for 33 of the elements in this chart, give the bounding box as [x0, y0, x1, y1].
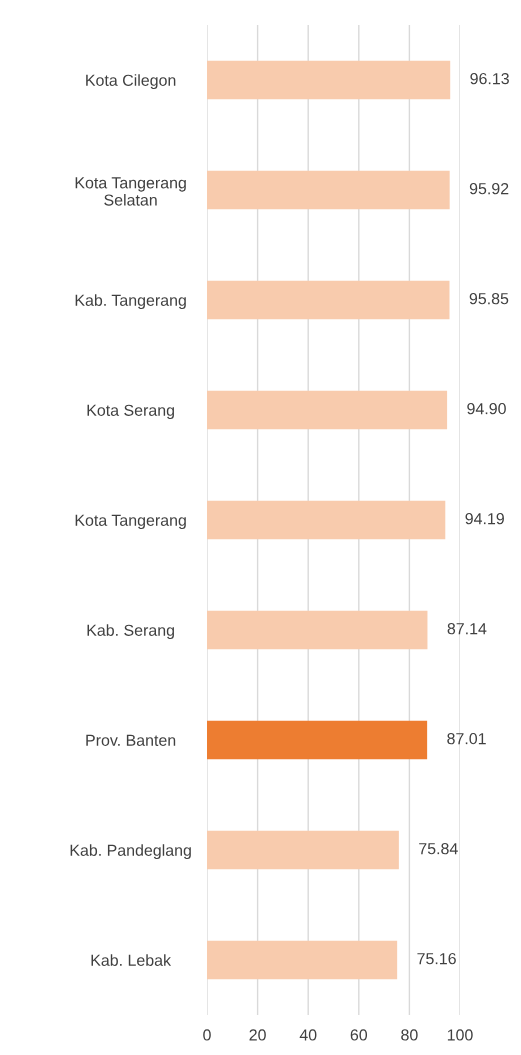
y-tick-label: Kota Tangerang [75, 514, 186, 530]
y-tick-label: Kab. Lebak [91, 954, 172, 966]
data-label: 75.16 [417, 952, 456, 965]
bar [207, 170, 450, 210]
bar [207, 610, 428, 650]
bar [207, 940, 398, 980]
data-label: 96.13 [470, 72, 509, 85]
bar [207, 280, 450, 320]
data-label: 87.14 [447, 622, 487, 635]
x-tick-label: 100 [447, 1029, 473, 1041]
x-tick-label: 60 [350, 1029, 368, 1041]
data-label: 87.01 [447, 732, 486, 745]
bar [207, 500, 446, 540]
y-tick-label: Kota Cilegon [86, 74, 176, 90]
data-label: 75.84 [419, 842, 458, 855]
bar [207, 390, 448, 430]
data-label: 94.90 [467, 402, 506, 415]
y-tick-label: Kab. Pandeglang [70, 844, 191, 860]
y-tick-label: Kab. Tangerang [75, 294, 186, 310]
data-label: 95.92 [469, 182, 509, 195]
bar [207, 720, 428, 760]
data-label: 95.85 [469, 292, 509, 305]
y-tick-label: Kota Serang [87, 404, 174, 420]
x-tick-label: 40 [299, 1029, 317, 1041]
data-label: 94.19 [465, 512, 504, 525]
bar [207, 60, 451, 100]
x-tick-label: 0 [203, 1029, 211, 1041]
x-tick-label: 80 [401, 1029, 418, 1041]
y-tick-label: Kab. Serang [87, 624, 174, 640]
x-tick-label: 20 [249, 1029, 266, 1041]
bar [207, 830, 399, 870]
y-tick-label: Kota Tangerang Selatan [75, 177, 186, 206]
y-tick-label: Prov. Banten [86, 734, 176, 746]
